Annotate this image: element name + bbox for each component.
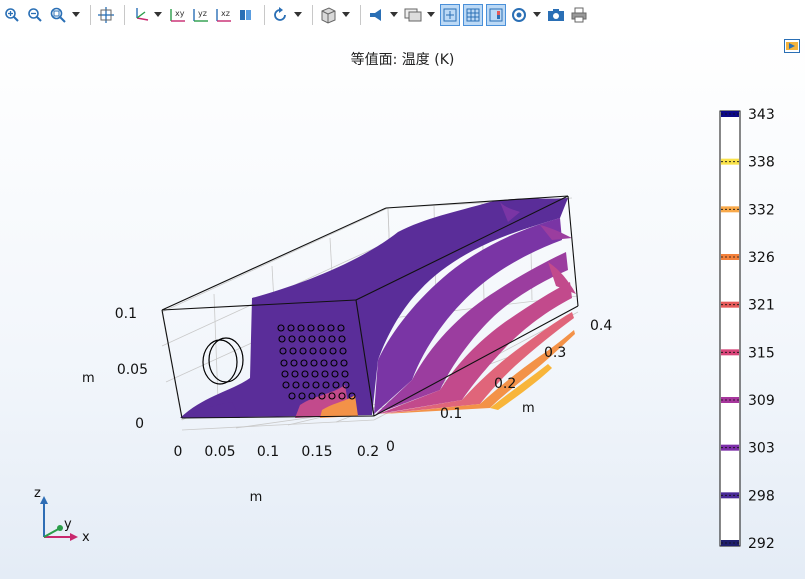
xy-view-icon[interactable]: xy — [167, 4, 187, 26]
svg-text:0.15: 0.15 — [301, 444, 332, 460]
domain-box — [161, 195, 579, 419]
transparency-dropdown-chevron-icon[interactable] — [426, 4, 436, 26]
grid-icon[interactable] — [463, 4, 483, 26]
color-legend-bar — [719, 110, 741, 547]
xz-view-icon[interactable]: xz — [213, 4, 233, 26]
svg-text:xy: xy — [175, 9, 185, 18]
zoom-in-icon[interactable] — [2, 4, 22, 26]
svg-text:0: 0 — [174, 444, 183, 460]
toolbar-separator — [124, 5, 125, 25]
lights-icon[interactable] — [236, 4, 256, 26]
axis-toggle-icon[interactable] — [440, 4, 460, 26]
color-legend-tick-label: 338 — [748, 155, 775, 171]
render-mode-icon[interactable] — [318, 4, 338, 26]
light-dropdown-chevron-icon[interactable] — [389, 4, 399, 26]
y-axis-ticks: 0 0.1 0.2 0.3 0.4 — [386, 318, 612, 455]
svg-text:0.1: 0.1 — [115, 306, 137, 322]
color-legend-tick-label: 326 — [748, 250, 775, 266]
color-legend-tick-label: 315 — [748, 345, 775, 361]
color-legend-tick-label: 303 — [748, 441, 775, 457]
default-view-icon[interactable] — [130, 4, 150, 26]
rotate-icon[interactable] — [270, 4, 290, 26]
graphics-toolbar: xy yz xz — [0, 0, 805, 30]
snapshot-dropdown-chevron-icon[interactable] — [532, 4, 542, 26]
axis-triad: z y x — [34, 486, 90, 545]
rotate-dropdown-chevron-icon[interactable] — [293, 4, 303, 26]
zoom-box-icon[interactable] — [48, 4, 68, 26]
svg-text:0.05: 0.05 — [117, 362, 148, 378]
color-legend: 343 338 332 326 321 315 309 303 298 292 — [719, 107, 775, 552]
scene-light-icon[interactable] — [366, 4, 386, 26]
triad-z-label: z — [34, 486, 41, 501]
toolbar-separator — [360, 5, 361, 25]
graphics-window[interactable]: 等值面: 温度 (K) — [0, 30, 805, 579]
temperature-isosurfaces — [180, 198, 576, 418]
inlet-pipe — [202, 337, 244, 385]
triad-y-label: y — [64, 517, 72, 532]
zoom-out-icon[interactable] — [25, 4, 45, 26]
yz-view-icon[interactable]: yz — [190, 4, 210, 26]
show-plot-icon[interactable] — [784, 38, 800, 53]
z-axis-label: m — [82, 371, 95, 386]
toolbar-separator — [90, 5, 91, 25]
svg-text:0.4: 0.4 — [590, 318, 612, 334]
svg-text:0.3: 0.3 — [544, 345, 566, 361]
svg-text:0.1: 0.1 — [257, 444, 279, 460]
camera-icon[interactable] — [546, 4, 566, 26]
isosurface-scene[interactable]: 0 0.05 0.1 m 0 0.05 0.1 0.15 0.2 m 0 0.1… — [0, 30, 805, 579]
snapshot-icon[interactable] — [509, 4, 529, 26]
perforation-holes — [277, 324, 356, 400]
color-legend-tick-labels: 343 338 332 326 321 315 309 303 298 292 — [748, 107, 775, 552]
color-legend-tick-label: 292 — [748, 536, 775, 552]
zoom-extents-icon[interactable] — [96, 4, 116, 26]
render-dropdown-chevron-icon[interactable] — [341, 4, 351, 26]
triad-x-label: x — [82, 530, 90, 545]
color-legend-bands — [721, 111, 739, 546]
svg-text:0: 0 — [135, 416, 144, 432]
svg-text:0.2: 0.2 — [494, 376, 516, 392]
color-legend-tick-label: 343 — [748, 107, 775, 123]
zoom-dropdown-chevron-icon[interactable] — [71, 4, 81, 26]
print-icon[interactable] — [569, 4, 589, 26]
svg-text:0.2: 0.2 — [357, 444, 379, 460]
color-legend-tick-label: 298 — [748, 488, 775, 504]
colorbar-icon[interactable] — [486, 4, 506, 26]
color-legend-tick-label: 321 — [748, 298, 775, 314]
svg-text:xz: xz — [221, 9, 230, 18]
transparency-icon[interactable] — [403, 4, 423, 26]
y-axis-label: m — [522, 401, 535, 416]
color-legend-tick-label: 309 — [748, 393, 775, 409]
plot-title: 等值面: 温度 (K) — [350, 52, 455, 68]
x-axis-ticks: 0 0.05 0.1 0.15 0.2 — [174, 444, 380, 460]
z-axis-ticks: 0 0.05 0.1 — [115, 306, 148, 432]
toolbar-separator — [264, 5, 265, 25]
x-axis-label: m — [250, 490, 263, 505]
svg-text:yz: yz — [198, 9, 207, 18]
svg-text:0.1: 0.1 — [440, 406, 462, 422]
color-legend-tick-label: 332 — [748, 202, 775, 218]
toolbar-separator — [312, 5, 313, 25]
svg-text:0: 0 — [386, 439, 395, 455]
view-dropdown-chevron-icon[interactable] — [153, 4, 163, 26]
svg-text:0.05: 0.05 — [204, 444, 235, 460]
